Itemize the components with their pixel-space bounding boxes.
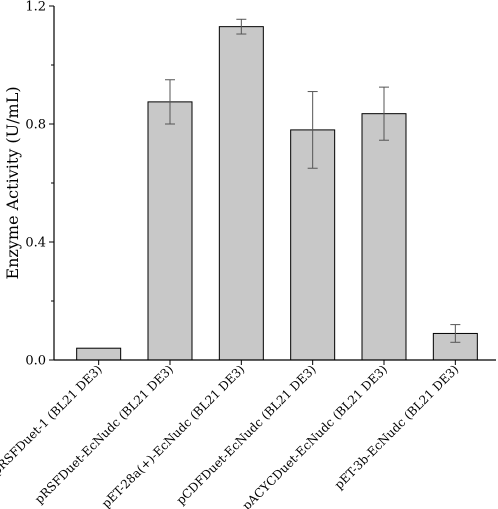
x-tick-label: pACYCDuet-EcNudc (BL21 DE3) bbox=[240, 362, 391, 509]
bars-group bbox=[76, 26, 478, 361]
x-tick-label: pET-3b-EcNudc (BL21 DE3) bbox=[332, 362, 462, 492]
x-tick-label: pRSFDuet-EcNudc (BL21 DE3) bbox=[32, 362, 176, 506]
x-tick-label: pET-28a(+)-EcNudc (BL21 DE3) bbox=[99, 362, 248, 509]
bar bbox=[76, 347, 122, 361]
bar bbox=[147, 101, 193, 361]
y-axis: 0.0 0.4 0.8 1.2 bbox=[25, 0, 54, 369]
y-axis-label: Enzyme Activity (U/mL) bbox=[3, 86, 22, 279]
x-tick-label: pRSFDuet-1 (BL21 DE3) bbox=[0, 362, 105, 477]
y-tick-label: 0.8 bbox=[25, 118, 46, 133]
x-tick-label: pCDFDuet-EcNudc (BL21 DE3) bbox=[174, 362, 319, 507]
bar bbox=[218, 26, 264, 361]
y-tick-label: 0.0 bbox=[25, 354, 46, 369]
y-tick-label: 0.4 bbox=[25, 236, 46, 251]
y-tick-label: 1.2 bbox=[25, 0, 46, 15]
error-bars-group bbox=[165, 18, 461, 343]
x-axis: pRSFDuet-1 (BL21 DE3)pRSFDuet-EcNudc (BL… bbox=[0, 360, 461, 509]
bar bbox=[361, 113, 407, 361]
